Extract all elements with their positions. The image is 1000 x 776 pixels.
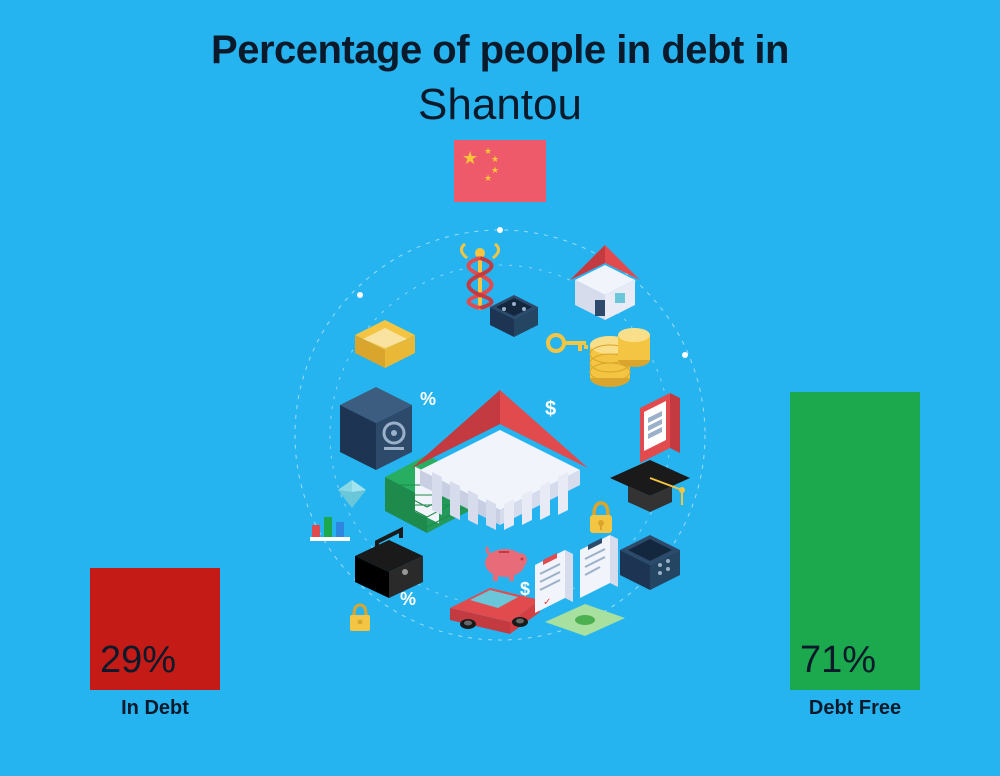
flag-small-star-icon: ★ bbox=[491, 165, 499, 176]
debt-free-bar: 71% bbox=[790, 392, 920, 690]
in-debt-value: 29% bbox=[100, 639, 176, 682]
svg-text:$: $ bbox=[495, 432, 505, 452]
debt-free-label: Debt Free bbox=[800, 697, 910, 720]
title-line-2: Shantou bbox=[0, 80, 1000, 130]
flag-small-star-icon: ★ bbox=[491, 154, 499, 165]
finance-svg: % % $ $ bbox=[290, 225, 710, 645]
title-line-1: Percentage of people in debt in bbox=[0, 28, 1000, 73]
debt-free-value: 71% bbox=[800, 639, 876, 682]
china-flag-icon: ★ ★ ★ ★ ★ bbox=[454, 140, 546, 202]
flag-small-star-icon: ★ bbox=[484, 173, 492, 184]
svg-text:%: % bbox=[400, 589, 416, 609]
flag-big-star-icon: ★ bbox=[462, 148, 478, 169]
svg-text:$: $ bbox=[545, 398, 556, 420]
svg-text:%: % bbox=[420, 389, 436, 409]
in-debt-bar: 29% bbox=[90, 568, 220, 690]
svg-text:✓: ✓ bbox=[543, 597, 551, 608]
finance-infographic-icon: % % $ $ bbox=[290, 225, 710, 645]
in-debt-label: In Debt bbox=[110, 697, 200, 720]
